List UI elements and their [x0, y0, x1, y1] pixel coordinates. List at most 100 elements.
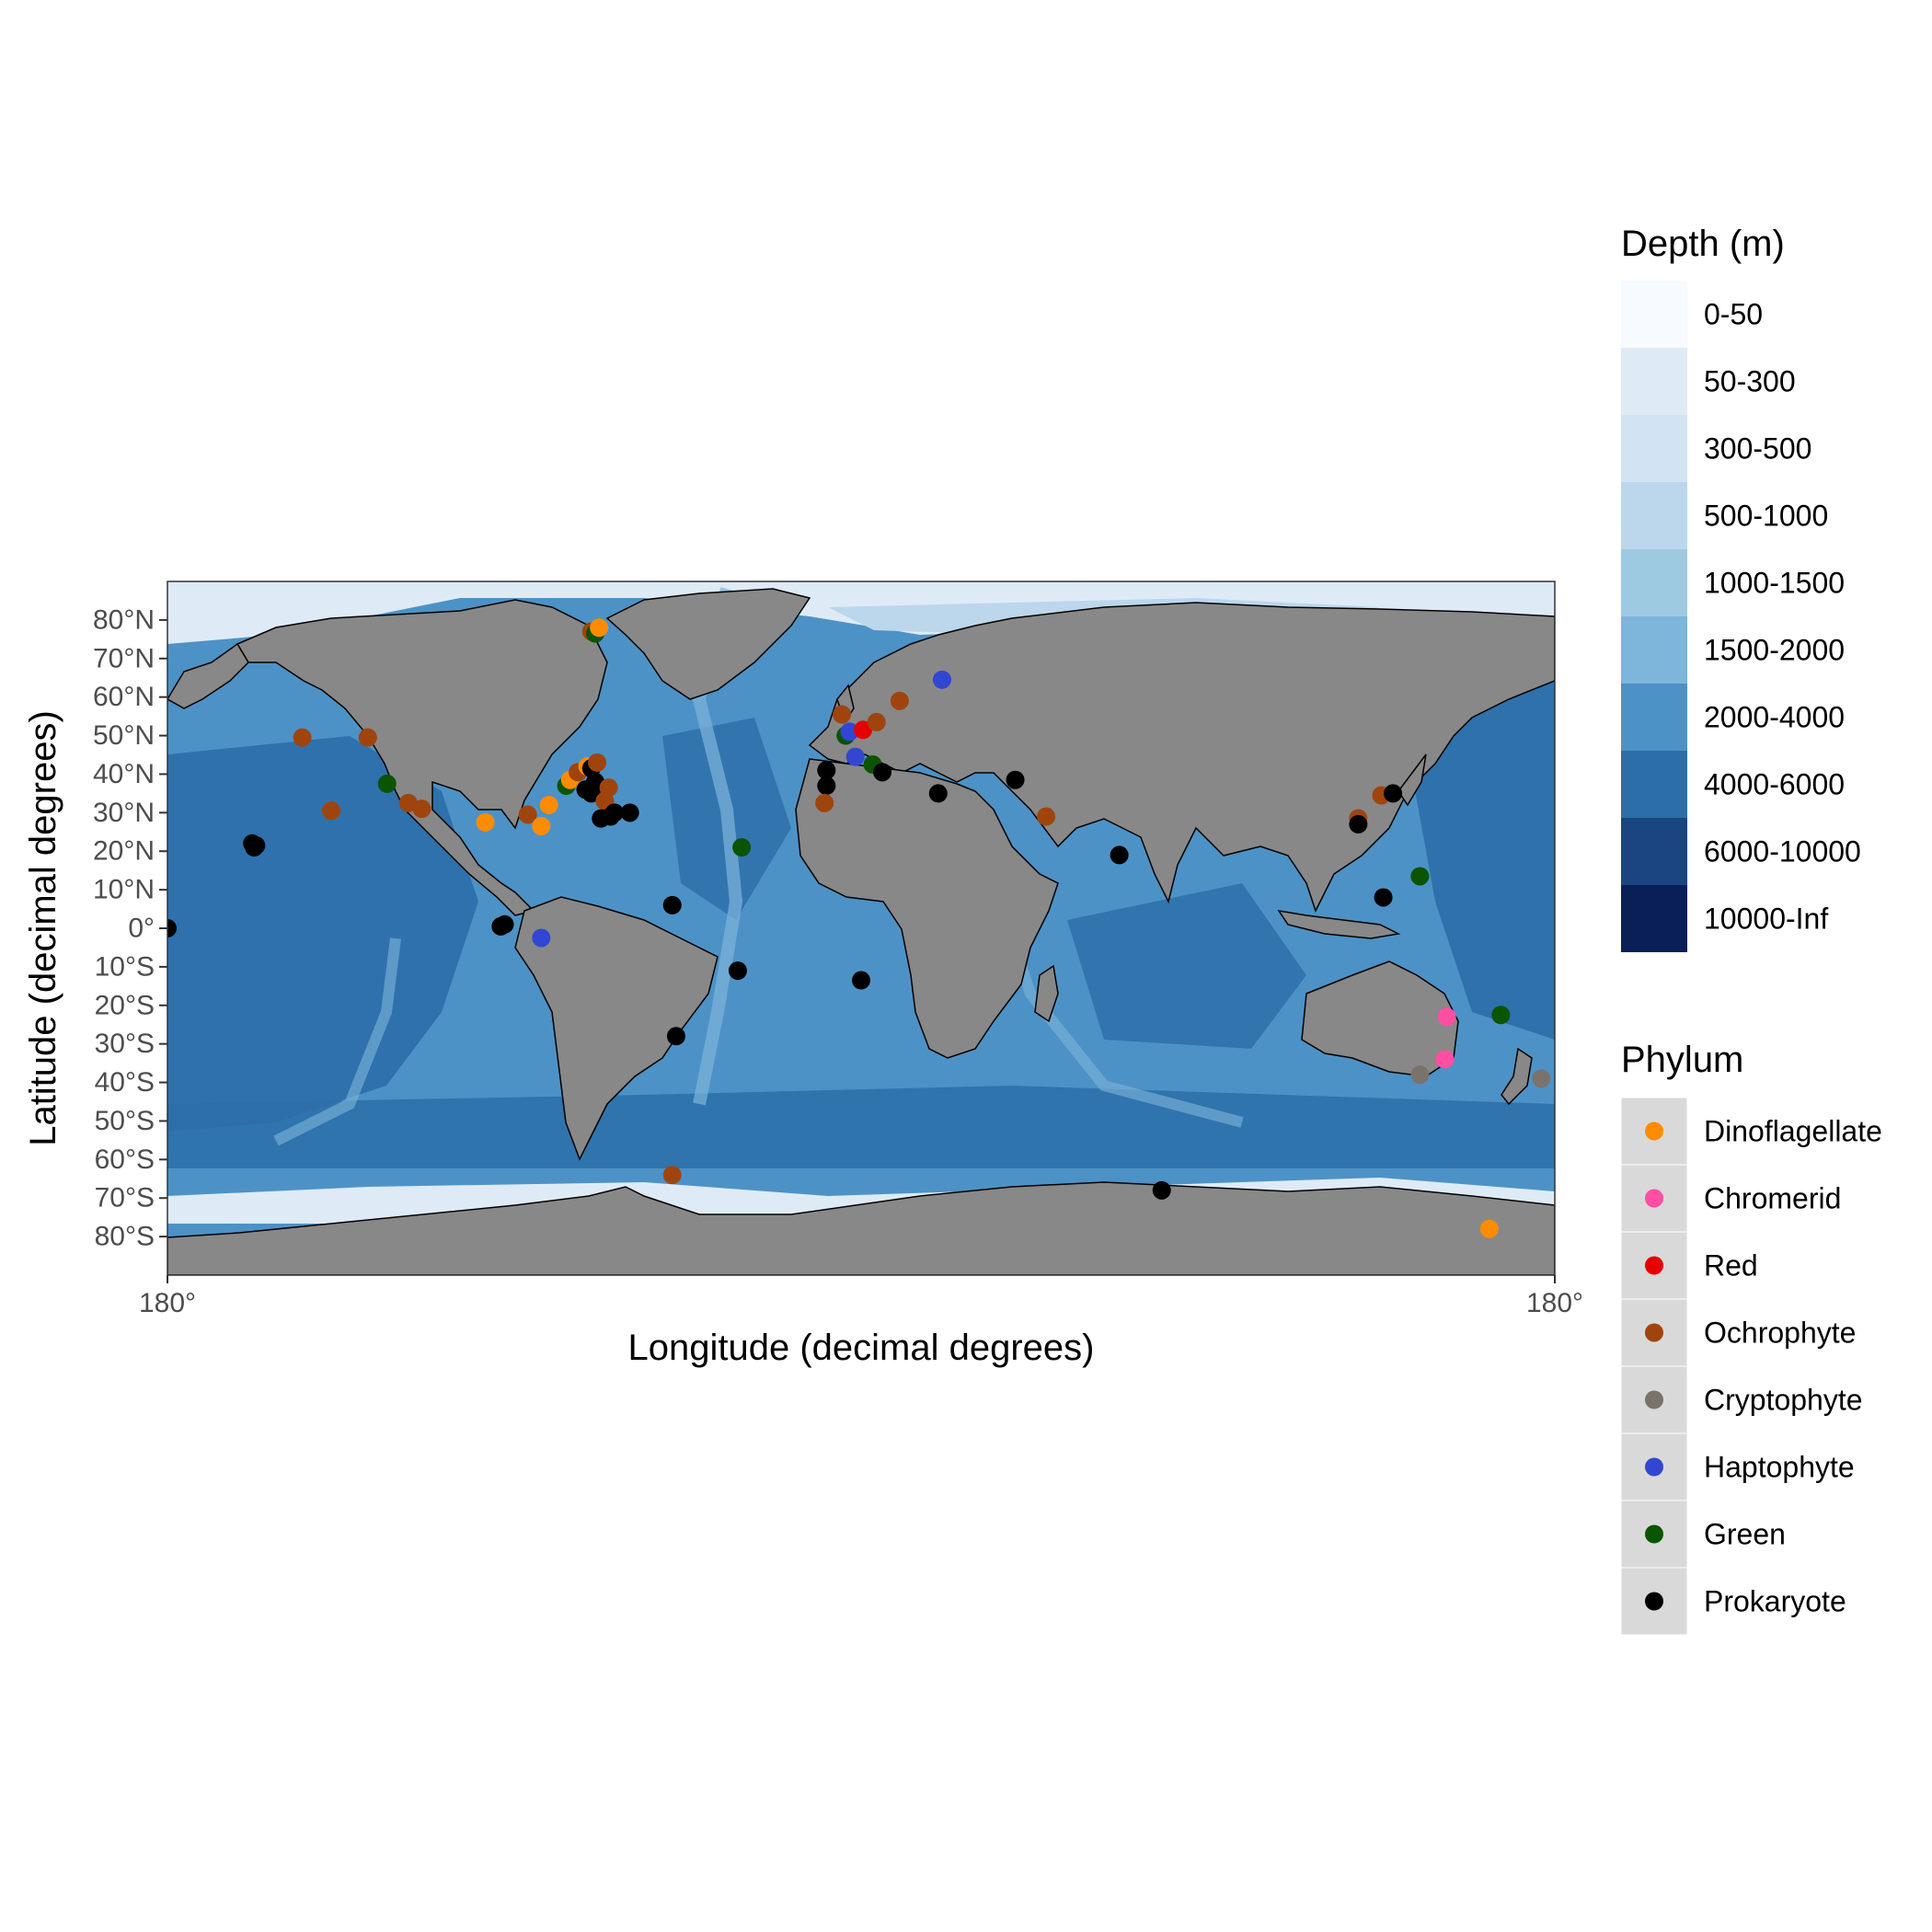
sample-point: [1037, 807, 1056, 826]
bathymetry-pacific-deep: [167, 736, 478, 1132]
depth-legend-key: [1621, 281, 1687, 348]
sample-point: [599, 778, 618, 798]
sample-point: [1532, 1069, 1551, 1088]
y-tick-label: 80°N: [93, 604, 155, 635]
land-japan: [1397, 753, 1427, 807]
phylum-legend-label: Cryptophyte: [1704, 1384, 1863, 1417]
y-tick-label: 40°N: [93, 759, 155, 789]
land-eurasia: [808, 602, 1555, 913]
sample-point: [833, 705, 852, 724]
phylum-legend-label: Haptophyte: [1704, 1451, 1855, 1484]
land-south-america: [514, 896, 719, 1161]
land-africa: [795, 758, 1059, 1059]
phylum-legend-label: Red: [1704, 1249, 1758, 1282]
sample-point: [867, 712, 886, 731]
sample-point: [293, 728, 312, 747]
sample-point: [666, 1027, 685, 1046]
y-tick-label: 40°S: [95, 1067, 155, 1098]
bathymetry-east-pacific-rise: [273, 937, 401, 1146]
depth-legend-key: [1621, 348, 1687, 415]
phylum-legend-label: Dinoflagellate: [1704, 1115, 1882, 1148]
land-greenland: [605, 588, 811, 700]
y-tick-label: 70°N: [93, 643, 155, 673]
y-axis-title: Latitude (decimal degrees): [23, 710, 63, 1146]
sample-point: [815, 793, 834, 812]
phylum-legend-swatch: [1645, 1189, 1663, 1208]
y-axis: 80°N 70°N 60°N 50°N 40°N 30°N 20°N 10°N 0° 10°S 20…: [93, 604, 167, 1252]
sample-point: [322, 801, 341, 821]
depth-legend-key: [1621, 549, 1687, 616]
sample-point: [358, 728, 377, 747]
sample-point: [1110, 845, 1129, 865]
depth-legend-key: [1621, 415, 1687, 482]
phylum-legend-label: Chromerid: [1704, 1182, 1841, 1215]
land-madagascar: [1034, 964, 1059, 1023]
y-tick-label: 0°: [128, 914, 155, 944]
depth-legend-label: 0-50: [1704, 298, 1763, 331]
sample-point: [412, 799, 431, 819]
depth-legend-label: 1500-2000: [1704, 634, 1845, 667]
phylum-legend-title: Phylum: [1621, 1040, 1743, 1080]
sample-point: [1374, 888, 1393, 907]
phylum-legend-swatch: [1645, 1390, 1663, 1409]
depth-legend-label: 500-1000: [1704, 500, 1828, 533]
sample-points-layer: [167, 618, 1551, 1238]
phylum-legend-swatch: [1645, 1323, 1663, 1342]
y-tick-label: 10°S: [95, 951, 155, 982]
sample-point: [1479, 1219, 1499, 1238]
x-tick-label: 180°: [139, 1288, 196, 1318]
depth-legend-label: 300-500: [1704, 432, 1811, 466]
sample-point: [1435, 1050, 1455, 1069]
y-tick-label: 50°S: [95, 1106, 155, 1136]
depth-legend-key: [1621, 751, 1687, 818]
sample-point: [928, 784, 948, 803]
phylum-legend-swatch: [1645, 1121, 1663, 1141]
sample-point: [377, 774, 397, 793]
x-tick-label: 180°: [1526, 1288, 1583, 1318]
phylum-legend-label: Prokaryote: [1704, 1585, 1846, 1618]
y-tick-label: 80°S: [95, 1222, 155, 1252]
sample-point: [532, 816, 551, 835]
y-tick-label: 30°N: [93, 798, 155, 828]
y-tick-label: 70°S: [95, 1183, 155, 1213]
sample-point: [845, 747, 865, 766]
x-axis-title: Longitude (decimal degrees): [628, 1328, 1095, 1368]
phylum-legend-swatch: [1645, 1457, 1663, 1477]
depth-legend-label: 6000-10000: [1704, 835, 1861, 868]
phylum-legend-swatch: [1645, 1524, 1663, 1544]
y-tick-label: 10°N: [93, 875, 155, 905]
x-axis: 180° 180°: [139, 1275, 1583, 1318]
sample-point: [1410, 867, 1430, 886]
sample-point: [476, 812, 495, 832]
sample-point: [518, 805, 537, 824]
phylum-legend: Phylum Dinoflagellate Chromerid Red Ochroph…: [1620, 1040, 1882, 1636]
phylum-legend-label: Ochrophyte: [1704, 1317, 1856, 1350]
phylum-legend-swatch: [1645, 1592, 1663, 1611]
sample-point: [247, 835, 266, 855]
sample-point: [1006, 770, 1025, 789]
land-alaska: [167, 642, 249, 709]
sample-point: [620, 803, 639, 822]
depth-legend: Depth (m) 0-50 50-300 300-500 500-1000 1000-…: [1621, 224, 1861, 952]
sample-point: [590, 618, 609, 638]
depth-legend-label: 1000-1500: [1704, 567, 1845, 600]
depth-legend-label: 50-300: [1704, 365, 1796, 398]
sample-point: [728, 961, 747, 981]
sample-point: [817, 761, 836, 780]
depth-legend-key: [1621, 616, 1687, 684]
sample-point: [732, 838, 752, 857]
sample-point: [1410, 1065, 1430, 1085]
land-antarctica: [167, 1181, 1555, 1275]
sample-point: [854, 720, 873, 740]
sample-point: [932, 670, 951, 689]
depth-legend-key: [1621, 684, 1687, 751]
y-tick-label: 50°N: [93, 720, 155, 751]
depth-legend-label: 10000-Inf: [1704, 903, 1828, 936]
sample-point: [1491, 1006, 1511, 1025]
sample-point: [1349, 814, 1368, 834]
y-tick-label: 60°S: [95, 1144, 155, 1175]
depth-legend-key: [1621, 482, 1687, 549]
y-tick-label: 20°S: [95, 990, 155, 1020]
phylum-legend-label: Green: [1704, 1518, 1786, 1551]
